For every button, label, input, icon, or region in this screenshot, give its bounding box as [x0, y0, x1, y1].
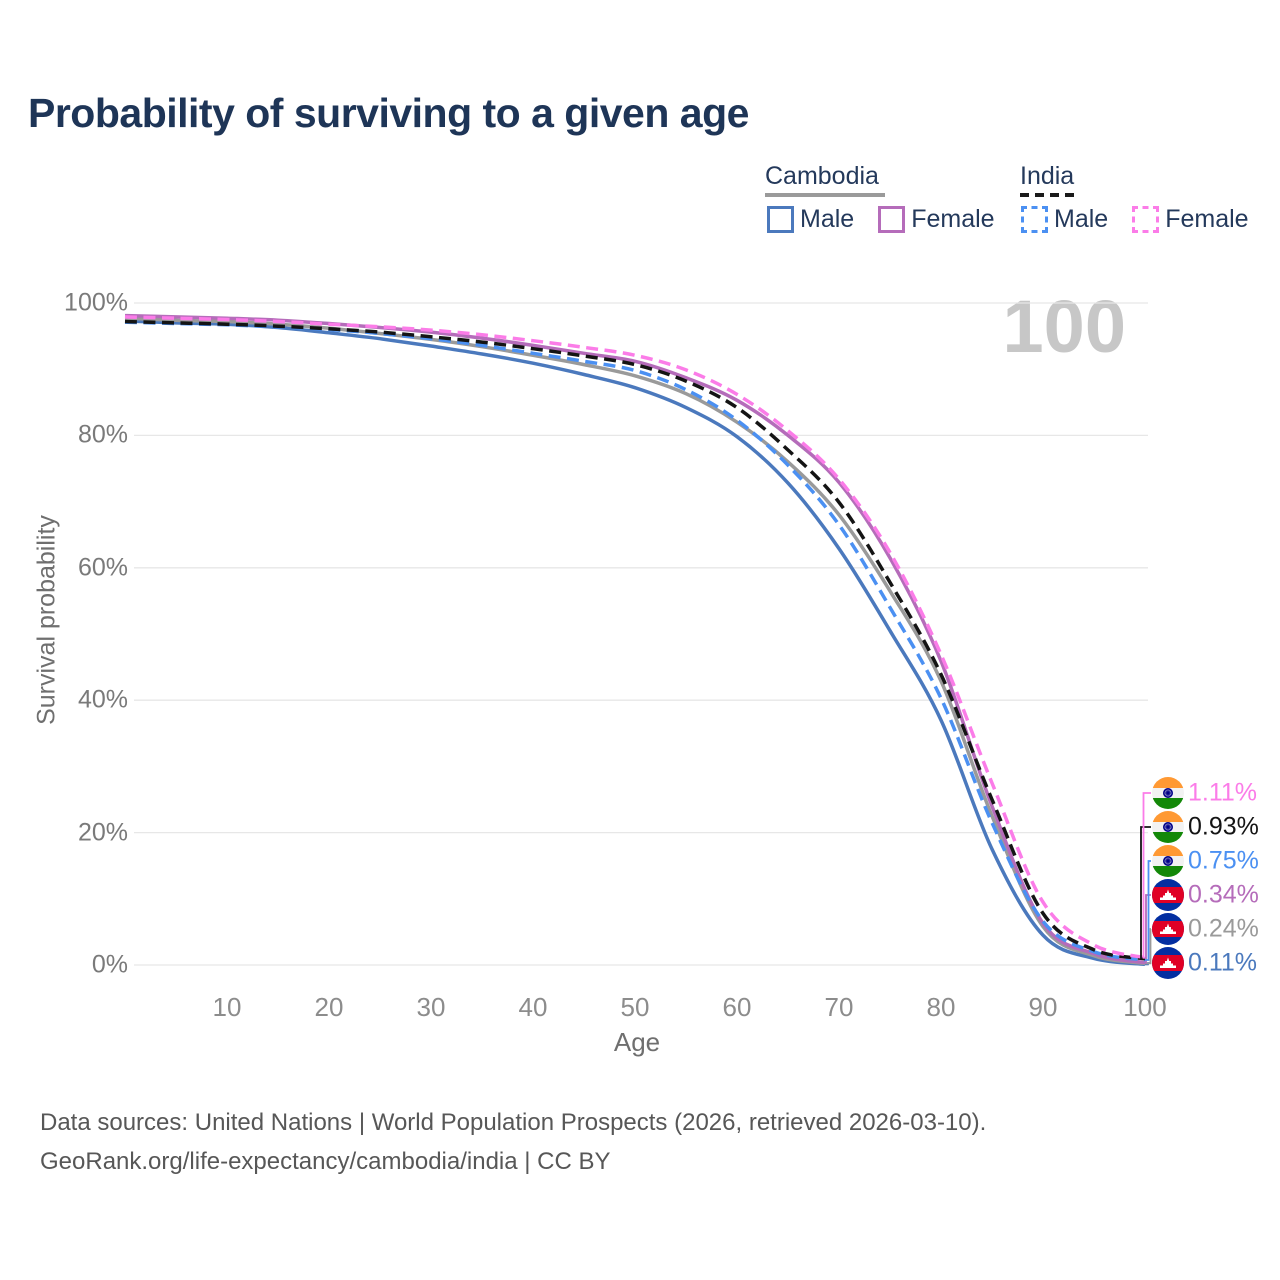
- series-line-india-male[interactable]: [124, 320, 1146, 962]
- y-tick-100%: 100%: [64, 288, 128, 317]
- end-value-label-cambodia-both: 0.24%: [1188, 914, 1259, 943]
- legend-swatch-cambodia-female[interactable]: [878, 206, 906, 233]
- cambodia-flag-icon: [1152, 947, 1184, 979]
- legend-india-line-swatch: [1020, 193, 1078, 197]
- page-title: Probability of surviving to a given age: [28, 90, 749, 136]
- india-flag-icon: [1152, 777, 1184, 809]
- legend-swatch-india-male[interactable]: [1021, 206, 1048, 233]
- y-tick-40%: 40%: [77, 685, 128, 714]
- legend-group-india-title[interactable]: India: [1020, 162, 1075, 190]
- x-tick-100: 100: [1123, 992, 1167, 1022]
- footer-attribution: GeoRank.org/life-expectancy/cambodia/ind…: [40, 1148, 611, 1175]
- end-value-label-cambodia-male: 0.11%: [1188, 948, 1258, 977]
- india-flag-icon: [1152, 845, 1184, 877]
- label-connector-india-both: [1140, 826, 1151, 960]
- legend-swatch-cambodia-male[interactable]: [767, 206, 794, 233]
- legend-label-india-female[interactable]: Female: [1165, 205, 1249, 233]
- series-line-cambodia-both[interactable]: [124, 316, 1146, 966]
- x-tick-40: 40: [518, 992, 548, 1022]
- legend-swatch-india-female[interactable]: [1132, 206, 1160, 233]
- y-tick-0%: 0%: [91, 950, 128, 979]
- x-tick-60: 60: [722, 992, 752, 1022]
- end-value-label-india-both: 0.93%: [1188, 812, 1259, 841]
- india-flag-icon: [1152, 811, 1184, 843]
- label-connector-india-female: [1142, 792, 1151, 959]
- x-tick-70: 70: [824, 992, 854, 1022]
- cambodia-flag-icon: [1152, 879, 1184, 911]
- age-watermark: 100: [1002, 285, 1126, 368]
- x-tick-50: 50: [620, 992, 650, 1022]
- legend-label-cambodia-male[interactable]: Male: [800, 205, 855, 233]
- label-connector-india-male: [1145, 860, 1151, 961]
- y-tick-80%: 80%: [77, 420, 128, 449]
- footer-sources: Data sources: United Nations | World Pop…: [40, 1109, 987, 1136]
- x-tick-20: 20: [314, 992, 344, 1022]
- end-value-label-india-female: 1.11%: [1188, 778, 1258, 807]
- x-axis-title: Age: [613, 1027, 661, 1057]
- x-tick-30: 30: [416, 992, 446, 1022]
- series-line-india-female[interactable]: [124, 315, 1146, 960]
- legend-cambodia-line-swatch: [765, 193, 885, 197]
- x-tick-90: 90: [1028, 992, 1058, 1022]
- series-line-cambodia-female[interactable]: [124, 313, 1146, 965]
- end-value-label-india-male: 0.75%: [1188, 846, 1259, 875]
- y-tick-60%: 60%: [77, 553, 128, 582]
- legend-cambodia-items: Male Female: [767, 205, 1013, 234]
- label-connector-cambodia-both: [1145, 928, 1152, 965]
- legend-label-cambodia-female[interactable]: Female: [911, 205, 995, 233]
- x-tick-80: 80: [926, 992, 956, 1022]
- legend-india-items: Male Female: [1021, 205, 1267, 234]
- series-line-cambodia-male[interactable]: [124, 319, 1146, 967]
- legend-group-cambodia-title[interactable]: Cambodia: [765, 162, 879, 190]
- legend-label-india-male[interactable]: Male: [1054, 205, 1109, 233]
- cambodia-flag-icon: [1152, 913, 1184, 945]
- series-line-india-both[interactable]: [124, 319, 1146, 961]
- x-tick-10: 10: [212, 992, 242, 1022]
- end-value-label-cambodia-female: 0.34%: [1188, 880, 1259, 909]
- y-tick-20%: 20%: [77, 818, 128, 847]
